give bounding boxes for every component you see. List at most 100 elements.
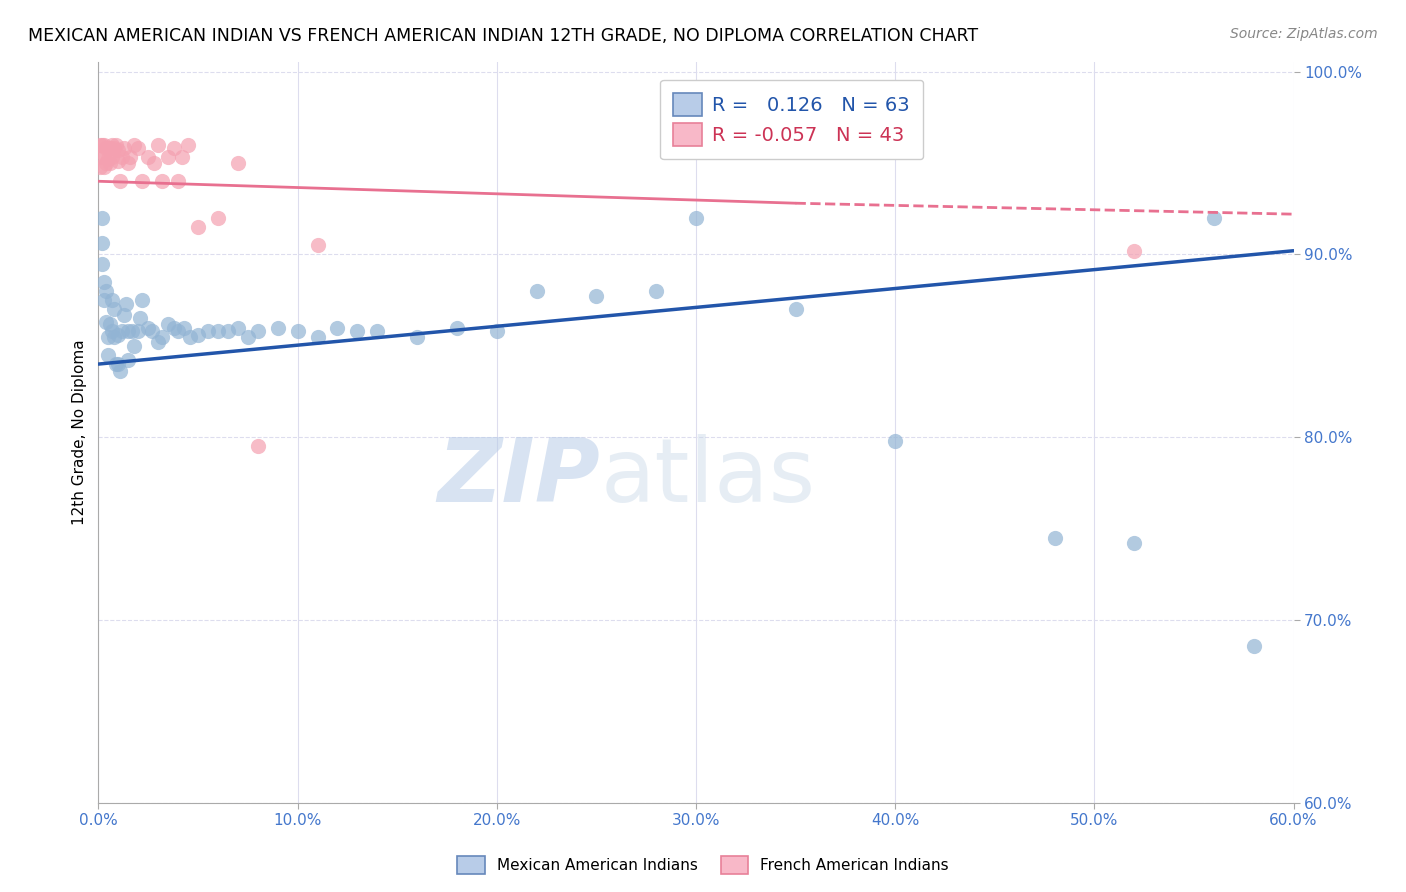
- Point: [207, 211, 229, 225]
- Point: [98, 317, 122, 331]
- Point: [101, 151, 124, 165]
- Point: [136, 151, 159, 165]
- Point: [117, 324, 139, 338]
- Point: [1043, 531, 1066, 545]
- Point: [97, 329, 120, 343]
- Point: [96, 156, 118, 170]
- Point: [685, 211, 707, 225]
- Point: [326, 320, 349, 334]
- Point: [485, 324, 508, 338]
- Text: atlas: atlas: [600, 434, 815, 521]
- Point: [187, 219, 209, 234]
- Point: [246, 439, 269, 453]
- Point: [98, 141, 122, 155]
- Y-axis label: 12th Grade, No Diploma: 12th Grade, No Diploma: [72, 340, 87, 525]
- Point: [110, 174, 132, 188]
- Point: [307, 238, 329, 252]
- Point: [117, 353, 139, 368]
- Point: [173, 320, 195, 334]
- Point: [97, 153, 120, 167]
- Text: MEXICAN AMERICAN INDIAN VS FRENCH AMERICAN INDIAN 12TH GRADE, NO DIPLOMA CORRELA: MEXICAN AMERICAN INDIAN VS FRENCH AMERIC…: [28, 27, 979, 45]
- Legend: Mexican American Indians, French American Indians: Mexican American Indians, French America…: [451, 850, 955, 880]
- Point: [124, 137, 146, 152]
- Point: [96, 141, 118, 155]
- Point: [143, 156, 166, 170]
- Point: [93, 275, 115, 289]
- Point: [167, 174, 190, 188]
- Point: [127, 141, 149, 155]
- Point: [406, 329, 429, 343]
- Point: [115, 297, 138, 311]
- Point: [446, 320, 468, 334]
- Point: [167, 324, 190, 338]
- Point: [346, 324, 368, 338]
- Point: [1123, 244, 1146, 258]
- Point: [217, 324, 239, 338]
- Point: [246, 324, 269, 338]
- Point: [107, 357, 129, 371]
- Point: [96, 315, 118, 329]
- Point: [207, 324, 229, 338]
- Point: [127, 324, 149, 338]
- Point: [107, 327, 129, 342]
- Point: [101, 137, 124, 152]
- Point: [141, 324, 163, 338]
- Point: [287, 324, 309, 338]
- Point: [1243, 639, 1265, 653]
- Legend: R =   0.126   N = 63, R = -0.057   N = 43: R = 0.126 N = 63, R = -0.057 N = 43: [659, 79, 924, 160]
- Point: [91, 137, 114, 152]
- Point: [187, 327, 209, 342]
- Point: [105, 137, 128, 152]
- Point: [179, 329, 201, 343]
- Point: [236, 329, 259, 343]
- Point: [157, 317, 180, 331]
- Point: [107, 143, 129, 157]
- Point: [111, 151, 134, 165]
- Point: [131, 293, 153, 307]
- Point: [91, 236, 114, 251]
- Point: [97, 141, 120, 155]
- Point: [103, 141, 125, 155]
- Point: [97, 348, 120, 362]
- Point: [163, 320, 186, 334]
- Point: [112, 141, 135, 155]
- Point: [226, 156, 249, 170]
- Point: [120, 151, 142, 165]
- Point: [1123, 536, 1146, 550]
- Text: Source: ZipAtlas.com: Source: ZipAtlas.com: [1230, 27, 1378, 41]
- Point: [785, 302, 807, 317]
- Point: [177, 137, 200, 152]
- Point: [112, 308, 135, 322]
- Point: [121, 324, 143, 338]
- Text: ZIP: ZIP: [437, 434, 600, 521]
- Point: [148, 137, 170, 152]
- Point: [307, 329, 329, 343]
- Point: [93, 146, 115, 161]
- Point: [93, 160, 115, 174]
- Point: [150, 329, 173, 343]
- Point: [163, 141, 186, 155]
- Point: [89, 137, 111, 152]
- Point: [267, 320, 290, 334]
- Point: [131, 174, 153, 188]
- Point: [103, 329, 125, 343]
- Point: [93, 293, 115, 307]
- Point: [129, 311, 152, 326]
- Point: [117, 156, 139, 170]
- Point: [89, 160, 111, 174]
- Point: [103, 302, 125, 317]
- Point: [96, 284, 118, 298]
- Point: [197, 324, 219, 338]
- Point: [107, 154, 129, 169]
- Point: [157, 151, 180, 165]
- Point: [226, 320, 249, 334]
- Point: [172, 151, 194, 165]
- Point: [91, 151, 114, 165]
- Point: [150, 174, 173, 188]
- Point: [98, 156, 122, 170]
- Point: [136, 320, 159, 334]
- Point: [1202, 211, 1225, 225]
- Point: [101, 293, 124, 307]
- Point: [91, 256, 114, 270]
- Point: [645, 284, 668, 298]
